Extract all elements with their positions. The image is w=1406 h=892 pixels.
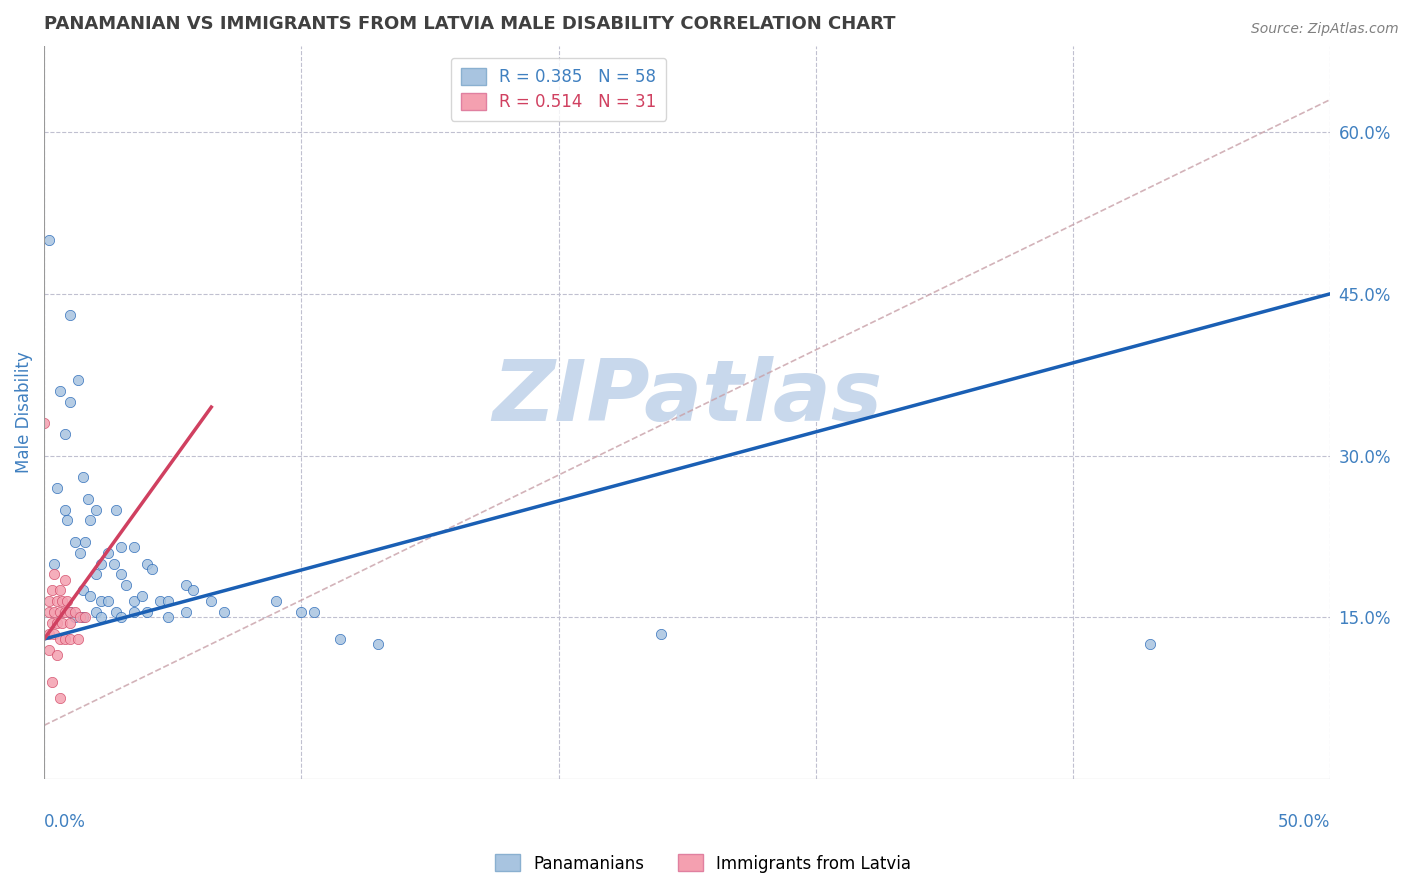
Point (69, 610, 91, 624)
Point (59, 605, 82, 619)
Point (59, 309, 82, 323)
Point (75, 535, 97, 549)
Point (59, 605, 82, 619)
Point (72, 610, 94, 624)
Point (56, 594, 79, 608)
Point (32, 417, 55, 431)
Y-axis label: Male Disability: Male Disability (15, 351, 32, 474)
Point (53, 632, 76, 646)
Point (48, 384, 70, 398)
Point (38, 605, 60, 619)
Point (174, 605, 197, 619)
Point (53, 427, 76, 442)
Point (136, 557, 159, 571)
Point (264, 594, 287, 608)
Point (48, 632, 70, 646)
Point (200, 594, 222, 608)
Text: 50.0%: 50.0% (1278, 813, 1330, 831)
Point (66, 373, 89, 387)
Point (63, 610, 86, 624)
Point (44, 557, 66, 571)
Text: Source: ZipAtlas.com: Source: ZipAtlas.com (1251, 22, 1399, 37)
Point (72, 583, 94, 598)
Point (302, 605, 325, 619)
Point (59, 632, 82, 646)
Point (329, 632, 352, 646)
Point (90, 610, 112, 624)
Point (46, 615, 69, 630)
Point (63, 605, 86, 619)
Point (48, 583, 70, 598)
Point (59, 394, 82, 409)
Point (156, 610, 179, 624)
Text: 0.0%: 0.0% (44, 813, 86, 831)
Point (51, 615, 73, 630)
Point (41, 583, 63, 598)
Point (75, 610, 97, 624)
Point (46, 481, 69, 495)
Point (38, 233, 60, 247)
Point (72, 470, 94, 484)
Point (38, 594, 60, 608)
Point (367, 637, 389, 651)
Text: PANAMANIAN VS IMMIGRANTS FROM LATVIA MALE DISABILITY CORRELATION CHART: PANAMANIAN VS IMMIGRANTS FROM LATVIA MAL… (44, 15, 896, 33)
Point (44, 567, 66, 582)
Point (1139, 637, 1161, 651)
Point (290, 605, 312, 619)
Point (122, 605, 145, 619)
Point (174, 578, 197, 592)
Point (44, 605, 66, 619)
Point (105, 605, 128, 619)
Point (63, 535, 86, 549)
Point (69, 546, 91, 560)
Point (110, 541, 132, 555)
Point (115, 578, 138, 592)
Point (122, 541, 145, 555)
Point (156, 594, 179, 608)
Point (84, 605, 107, 619)
Point (79, 589, 101, 603)
Text: ZIPatlas: ZIPatlas (492, 356, 882, 439)
Point (105, 502, 128, 516)
Point (90, 594, 112, 608)
Point (212, 605, 235, 619)
Point (53, 502, 76, 516)
Point (110, 567, 132, 582)
Point (110, 610, 132, 624)
Point (141, 562, 163, 576)
Point (90, 557, 112, 571)
Point (38, 626, 60, 640)
Point (103, 557, 125, 571)
Point (131, 589, 153, 603)
Point (181, 583, 204, 598)
Point (84, 567, 107, 582)
Point (41, 615, 63, 630)
Point (38, 643, 60, 657)
Point (136, 605, 159, 619)
Point (97, 546, 120, 560)
Legend: Panamanians, Immigrants from Latvia: Panamanians, Immigrants from Latvia (488, 847, 918, 880)
Point (46, 594, 69, 608)
Point (76, 491, 98, 506)
Point (84, 502, 107, 516)
Point (66, 632, 89, 646)
Point (650, 626, 672, 640)
Point (56, 513, 79, 527)
Point (53, 605, 76, 619)
Point (46, 648, 69, 663)
Point (97, 594, 120, 608)
Point (59, 615, 82, 630)
Point (41, 675, 63, 690)
Point (51, 594, 73, 608)
Point (53, 573, 76, 587)
Point (48, 605, 70, 619)
Point (44, 626, 66, 640)
Point (122, 594, 145, 608)
Legend: R = 0.385   N = 58, R = 0.514   N = 31: R = 0.385 N = 58, R = 0.514 N = 31 (451, 58, 666, 120)
Point (149, 594, 172, 608)
Point (48, 691, 70, 706)
Point (79, 513, 101, 527)
